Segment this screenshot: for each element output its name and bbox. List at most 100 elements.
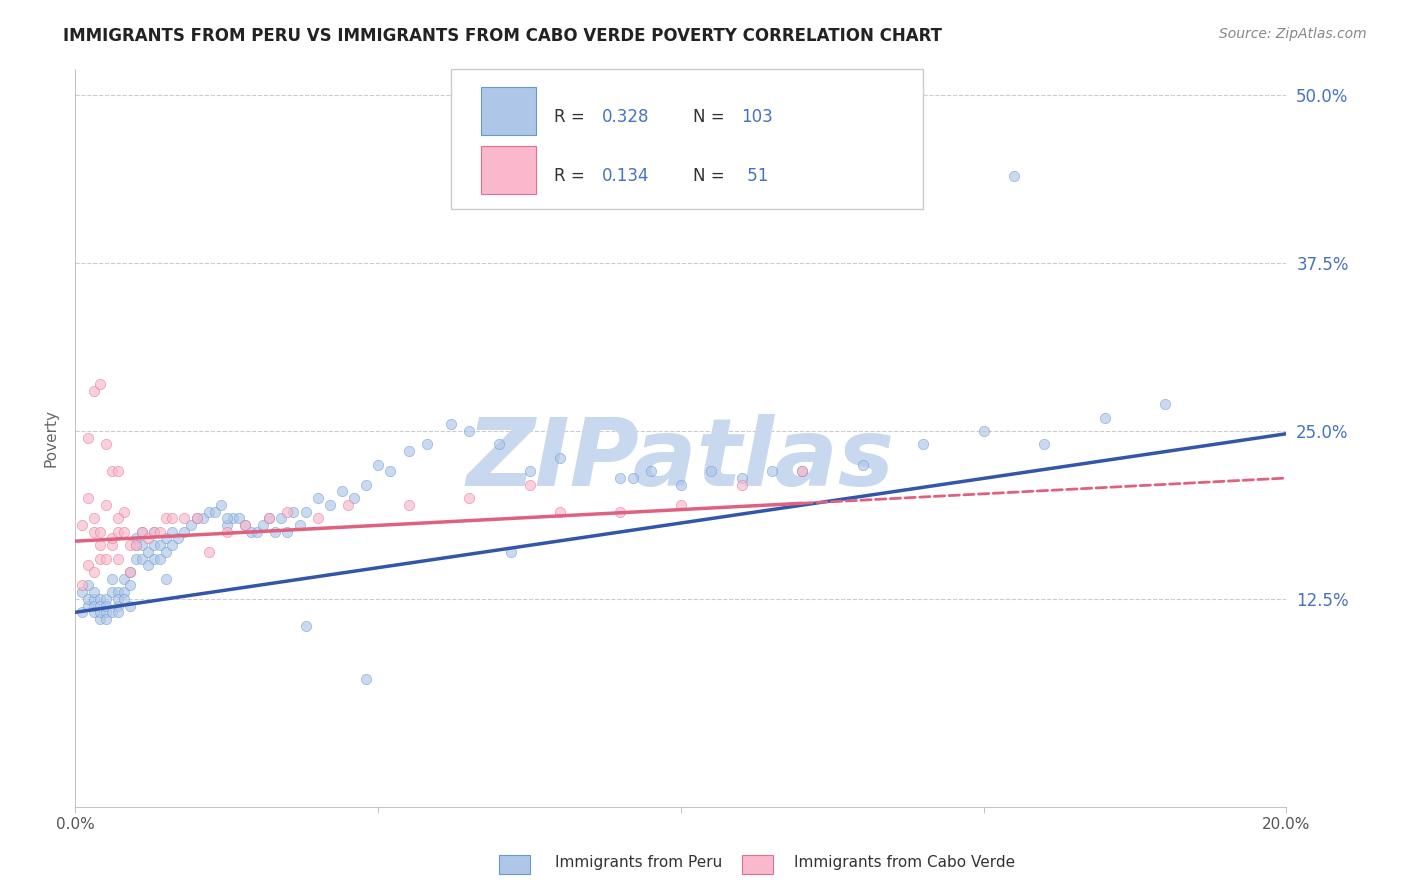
Point (83, 384, 105, 398)
Point (440, 417, 463, 432)
Point (1154, 397, 1177, 411)
Point (149, 538, 172, 552)
Point (83, 585, 105, 599)
Point (186, 511, 208, 525)
Point (912, 437, 935, 451)
Point (112, 572, 135, 586)
Point (149, 524, 172, 539)
Text: N =: N = (693, 108, 730, 126)
Point (89, 591, 111, 606)
Point (257, 511, 280, 525)
Point (143, 538, 166, 552)
Point (380, 464, 402, 478)
Point (283, 505, 305, 519)
Point (294, 505, 316, 519)
Point (89, 551, 111, 566)
Point (101, 585, 124, 599)
Point (215, 524, 238, 539)
Point (70, 518, 93, 533)
Point (136, 558, 159, 573)
Point (501, 545, 523, 559)
Y-axis label: Poverty: Poverty (44, 409, 58, 467)
Point (131, 538, 153, 552)
Point (246, 524, 269, 539)
Point (70, 585, 93, 599)
Point (186, 511, 208, 525)
Point (83, 591, 105, 606)
Point (143, 524, 166, 539)
Point (519, 464, 541, 478)
Point (101, 464, 124, 478)
Point (609, 471, 631, 485)
Point (669, 477, 692, 491)
Point (89, 377, 111, 392)
Point (143, 551, 166, 566)
Point (204, 505, 226, 519)
Point (107, 464, 129, 478)
Point (973, 424, 995, 438)
FancyBboxPatch shape (451, 69, 924, 209)
Point (354, 477, 377, 491)
Point (125, 551, 148, 566)
Point (76, 431, 98, 445)
Point (458, 491, 481, 505)
Point (790, 464, 813, 478)
Point (155, 532, 177, 546)
Point (94, 612, 117, 626)
Point (89, 599, 111, 613)
Point (76, 599, 98, 613)
Point (118, 538, 141, 552)
Text: Source: ZipAtlas.com: Source: ZipAtlas.com (1219, 27, 1367, 41)
Point (94, 591, 117, 606)
Point (76, 491, 98, 505)
Point (276, 505, 298, 519)
Point (609, 505, 631, 519)
Point (288, 518, 311, 533)
Point (276, 524, 298, 539)
Point (415, 437, 437, 451)
Point (700, 464, 723, 478)
Text: ZIPatlas: ZIPatlas (467, 414, 896, 506)
Text: Immigrants from Peru: Immigrants from Peru (555, 855, 723, 870)
Point (458, 424, 481, 438)
Point (107, 585, 129, 599)
Text: 0.328: 0.328 (602, 108, 650, 126)
Point (669, 498, 692, 512)
Point (101, 605, 124, 619)
Point (367, 458, 389, 472)
Point (125, 538, 148, 552)
Point (118, 565, 141, 579)
Point (149, 551, 172, 566)
Point (294, 618, 316, 632)
Point (730, 477, 752, 491)
Point (1094, 410, 1116, 425)
Point (94, 437, 117, 451)
Point (143, 524, 166, 539)
Point (131, 524, 153, 539)
Point (197, 505, 219, 519)
Point (215, 518, 238, 533)
Text: R =: R = (554, 108, 591, 126)
Point (101, 572, 124, 586)
Point (107, 605, 129, 619)
Point (180, 518, 202, 533)
Point (131, 524, 153, 539)
Point (233, 518, 256, 533)
Text: 51: 51 (741, 167, 768, 185)
Point (94, 551, 117, 566)
Point (162, 538, 184, 552)
Point (112, 585, 135, 599)
Point (1033, 437, 1056, 451)
Point (233, 518, 256, 533)
Point (101, 532, 124, 546)
Point (155, 572, 177, 586)
Point (852, 458, 875, 472)
Point (761, 464, 783, 478)
Point (118, 599, 141, 613)
Text: Immigrants from Cabo Verde: Immigrants from Cabo Verde (794, 855, 1015, 870)
Point (70, 605, 93, 619)
Text: 103: 103 (741, 108, 773, 126)
Text: N =: N = (693, 167, 730, 185)
Point (398, 498, 420, 512)
Text: 0.134: 0.134 (602, 167, 650, 185)
